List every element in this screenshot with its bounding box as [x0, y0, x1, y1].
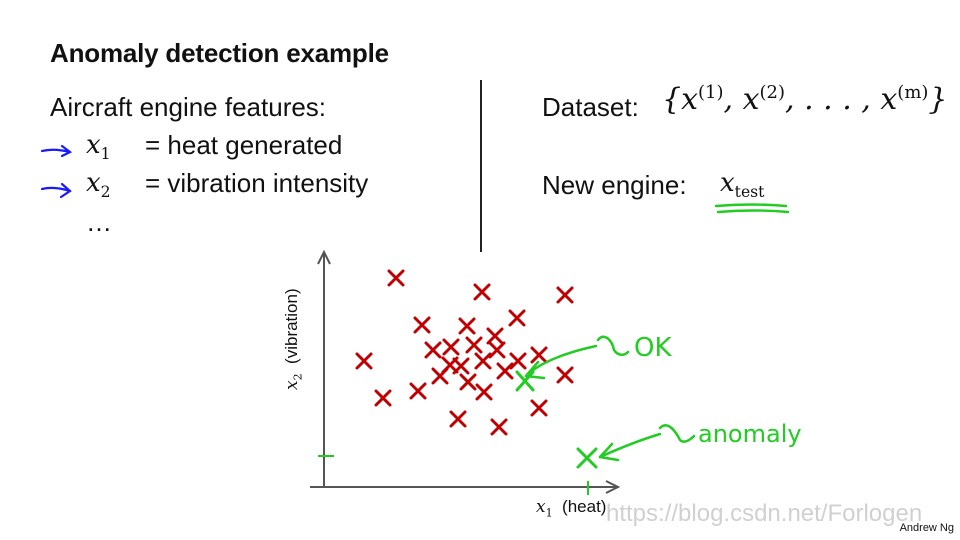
author-credit: Andrew Ng — [899, 522, 954, 534]
data-point — [442, 338, 460, 356]
data-point — [530, 399, 548, 417]
dataset-formula: {x(1), x(2), . . . , x(m)} — [662, 82, 948, 117]
data-point — [409, 382, 427, 400]
data-point — [441, 356, 459, 374]
data-point — [530, 346, 548, 364]
data-point — [486, 327, 504, 345]
data-point — [449, 410, 467, 428]
features-heading: Aircraft engine features: — [50, 92, 327, 122]
ok-pointer-head — [524, 360, 546, 380]
y-axis-label: x2 (vibration) — [282, 288, 305, 390]
double-underline-icon — [714, 203, 790, 214]
slide-title: Anomaly detection example — [50, 38, 389, 68]
anomaly-pointer-head — [598, 442, 620, 462]
data-point — [509, 352, 527, 370]
data-point — [465, 336, 483, 354]
data-point — [488, 341, 506, 359]
data-point — [473, 283, 491, 301]
y-axis-arrowhead — [317, 249, 331, 265]
anomaly-pointer-arrow — [598, 424, 696, 459]
anomaly-label: anomaly — [698, 420, 802, 448]
new-engine-symbol: xtest — [720, 168, 765, 202]
feature-symbol-x2: x2 — [86, 168, 111, 202]
data-point — [474, 352, 492, 370]
data-point — [424, 341, 442, 359]
ok-point — [515, 370, 535, 392]
new-engine-label: New engine: — [542, 170, 687, 200]
feature-desc-heat: = heat generated — [145, 130, 343, 160]
watermark: https://blog.csdn.net/Forlogen — [606, 500, 923, 527]
feature-desc-vibration: = vibration intensity — [145, 168, 369, 198]
data-point — [475, 383, 493, 401]
ok-label: OK — [634, 333, 672, 363]
data-point — [496, 362, 514, 380]
data-point — [508, 309, 526, 327]
data-point — [374, 389, 392, 407]
data-point — [387, 269, 405, 287]
dataset-label: Dataset: — [542, 92, 639, 122]
data-point — [556, 286, 574, 304]
data-point — [556, 366, 574, 384]
x-axis-label: x1 (heat) — [536, 497, 607, 520]
red-points-layer — [355, 269, 574, 436]
data-point — [458, 317, 476, 335]
ellipsis: … — [86, 207, 112, 237]
feature-symbol-x1: x1 — [86, 130, 111, 164]
column-divider — [480, 80, 482, 252]
anomaly-point — [576, 447, 598, 469]
pen-arrow-icon — [40, 182, 72, 199]
data-point — [459, 373, 477, 391]
x-axis-arrowhead — [605, 480, 621, 494]
data-point — [413, 316, 431, 334]
pen-arrow-icon — [40, 144, 73, 158]
data-point — [490, 418, 508, 436]
data-point — [355, 352, 373, 370]
